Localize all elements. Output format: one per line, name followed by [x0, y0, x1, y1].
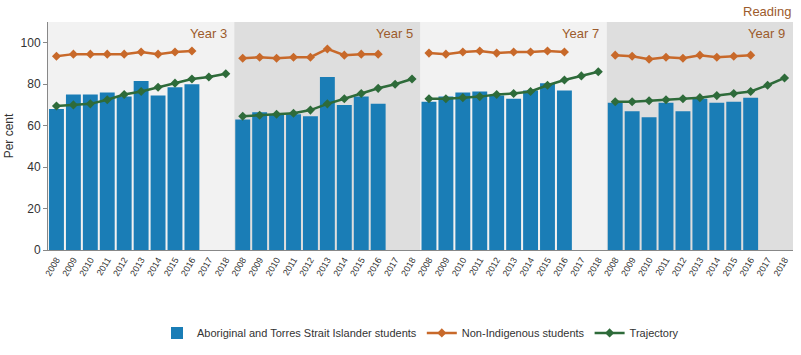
- svg-text:Trajectory: Trajectory: [630, 327, 679, 339]
- svg-text:2017: 2017: [755, 256, 774, 278]
- svg-text:2018: 2018: [399, 256, 418, 278]
- svg-text:2012: 2012: [670, 256, 689, 278]
- svg-text:2013: 2013: [687, 256, 706, 278]
- svg-text:2009: 2009: [433, 256, 452, 278]
- svg-text:2008: 2008: [230, 256, 249, 278]
- svg-text:40: 40: [27, 160, 41, 174]
- svg-text:2014: 2014: [518, 256, 537, 278]
- svg-text:2018: 2018: [585, 256, 604, 278]
- svg-text:2011: 2011: [467, 256, 485, 278]
- svg-text:2016: 2016: [551, 256, 570, 278]
- svg-text:2009: 2009: [247, 256, 266, 278]
- svg-text:2014: 2014: [704, 256, 723, 278]
- svg-text:2012: 2012: [484, 256, 503, 278]
- svg-text:2010: 2010: [450, 256, 469, 278]
- svg-text:80: 80: [27, 77, 41, 91]
- svg-text:Year 5: Year 5: [376, 26, 413, 41]
- svg-text:2017: 2017: [568, 256, 587, 278]
- svg-text:2014: 2014: [331, 256, 350, 278]
- svg-text:Per cent: Per cent: [2, 113, 16, 158]
- svg-text:2010: 2010: [264, 256, 283, 278]
- svg-text:Year 3: Year 3: [190, 26, 227, 41]
- svg-text:2008: 2008: [416, 256, 435, 278]
- svg-text:60: 60: [27, 119, 41, 133]
- svg-text:2008: 2008: [602, 256, 621, 278]
- svg-text:2009: 2009: [619, 256, 638, 278]
- svg-text:2015: 2015: [162, 256, 181, 278]
- svg-text:2015: 2015: [348, 256, 367, 278]
- svg-text:2018: 2018: [771, 256, 790, 278]
- svg-text:2016: 2016: [365, 256, 384, 278]
- svg-text:2008: 2008: [43, 256, 62, 278]
- svg-text:Non-Indigenous students: Non-Indigenous students: [462, 327, 585, 339]
- svg-text:2017: 2017: [382, 256, 401, 278]
- svg-text:2011: 2011: [95, 256, 113, 278]
- svg-text:2013: 2013: [501, 256, 520, 278]
- svg-text:2009: 2009: [60, 256, 79, 278]
- svg-text:2016: 2016: [179, 256, 198, 278]
- svg-text:2013: 2013: [314, 256, 333, 278]
- svg-text:Aboriginal and Torres Strait I: Aboriginal and Torres Strait Islander st…: [197, 327, 417, 339]
- svg-text:2011: 2011: [653, 256, 671, 278]
- svg-text:2012: 2012: [297, 256, 316, 278]
- svg-text:2015: 2015: [721, 256, 740, 278]
- svg-text:2015: 2015: [534, 256, 553, 278]
- svg-text:100: 100: [21, 36, 41, 50]
- svg-text:2013: 2013: [128, 256, 147, 278]
- svg-text:2011: 2011: [281, 256, 299, 278]
- svg-text:2017: 2017: [196, 256, 215, 278]
- svg-text:2016: 2016: [738, 256, 757, 278]
- svg-text:Reading: Reading: [743, 4, 791, 19]
- svg-text:Year 7: Year 7: [562, 26, 599, 41]
- svg-text:2012: 2012: [111, 256, 130, 278]
- svg-text:Year 9: Year 9: [748, 26, 785, 41]
- svg-text:2010: 2010: [77, 256, 96, 278]
- svg-text:2010: 2010: [636, 256, 655, 278]
- svg-text:0: 0: [34, 243, 41, 257]
- svg-text:2014: 2014: [145, 256, 164, 278]
- svg-text:2018: 2018: [213, 256, 232, 278]
- svg-text:20: 20: [27, 202, 41, 216]
